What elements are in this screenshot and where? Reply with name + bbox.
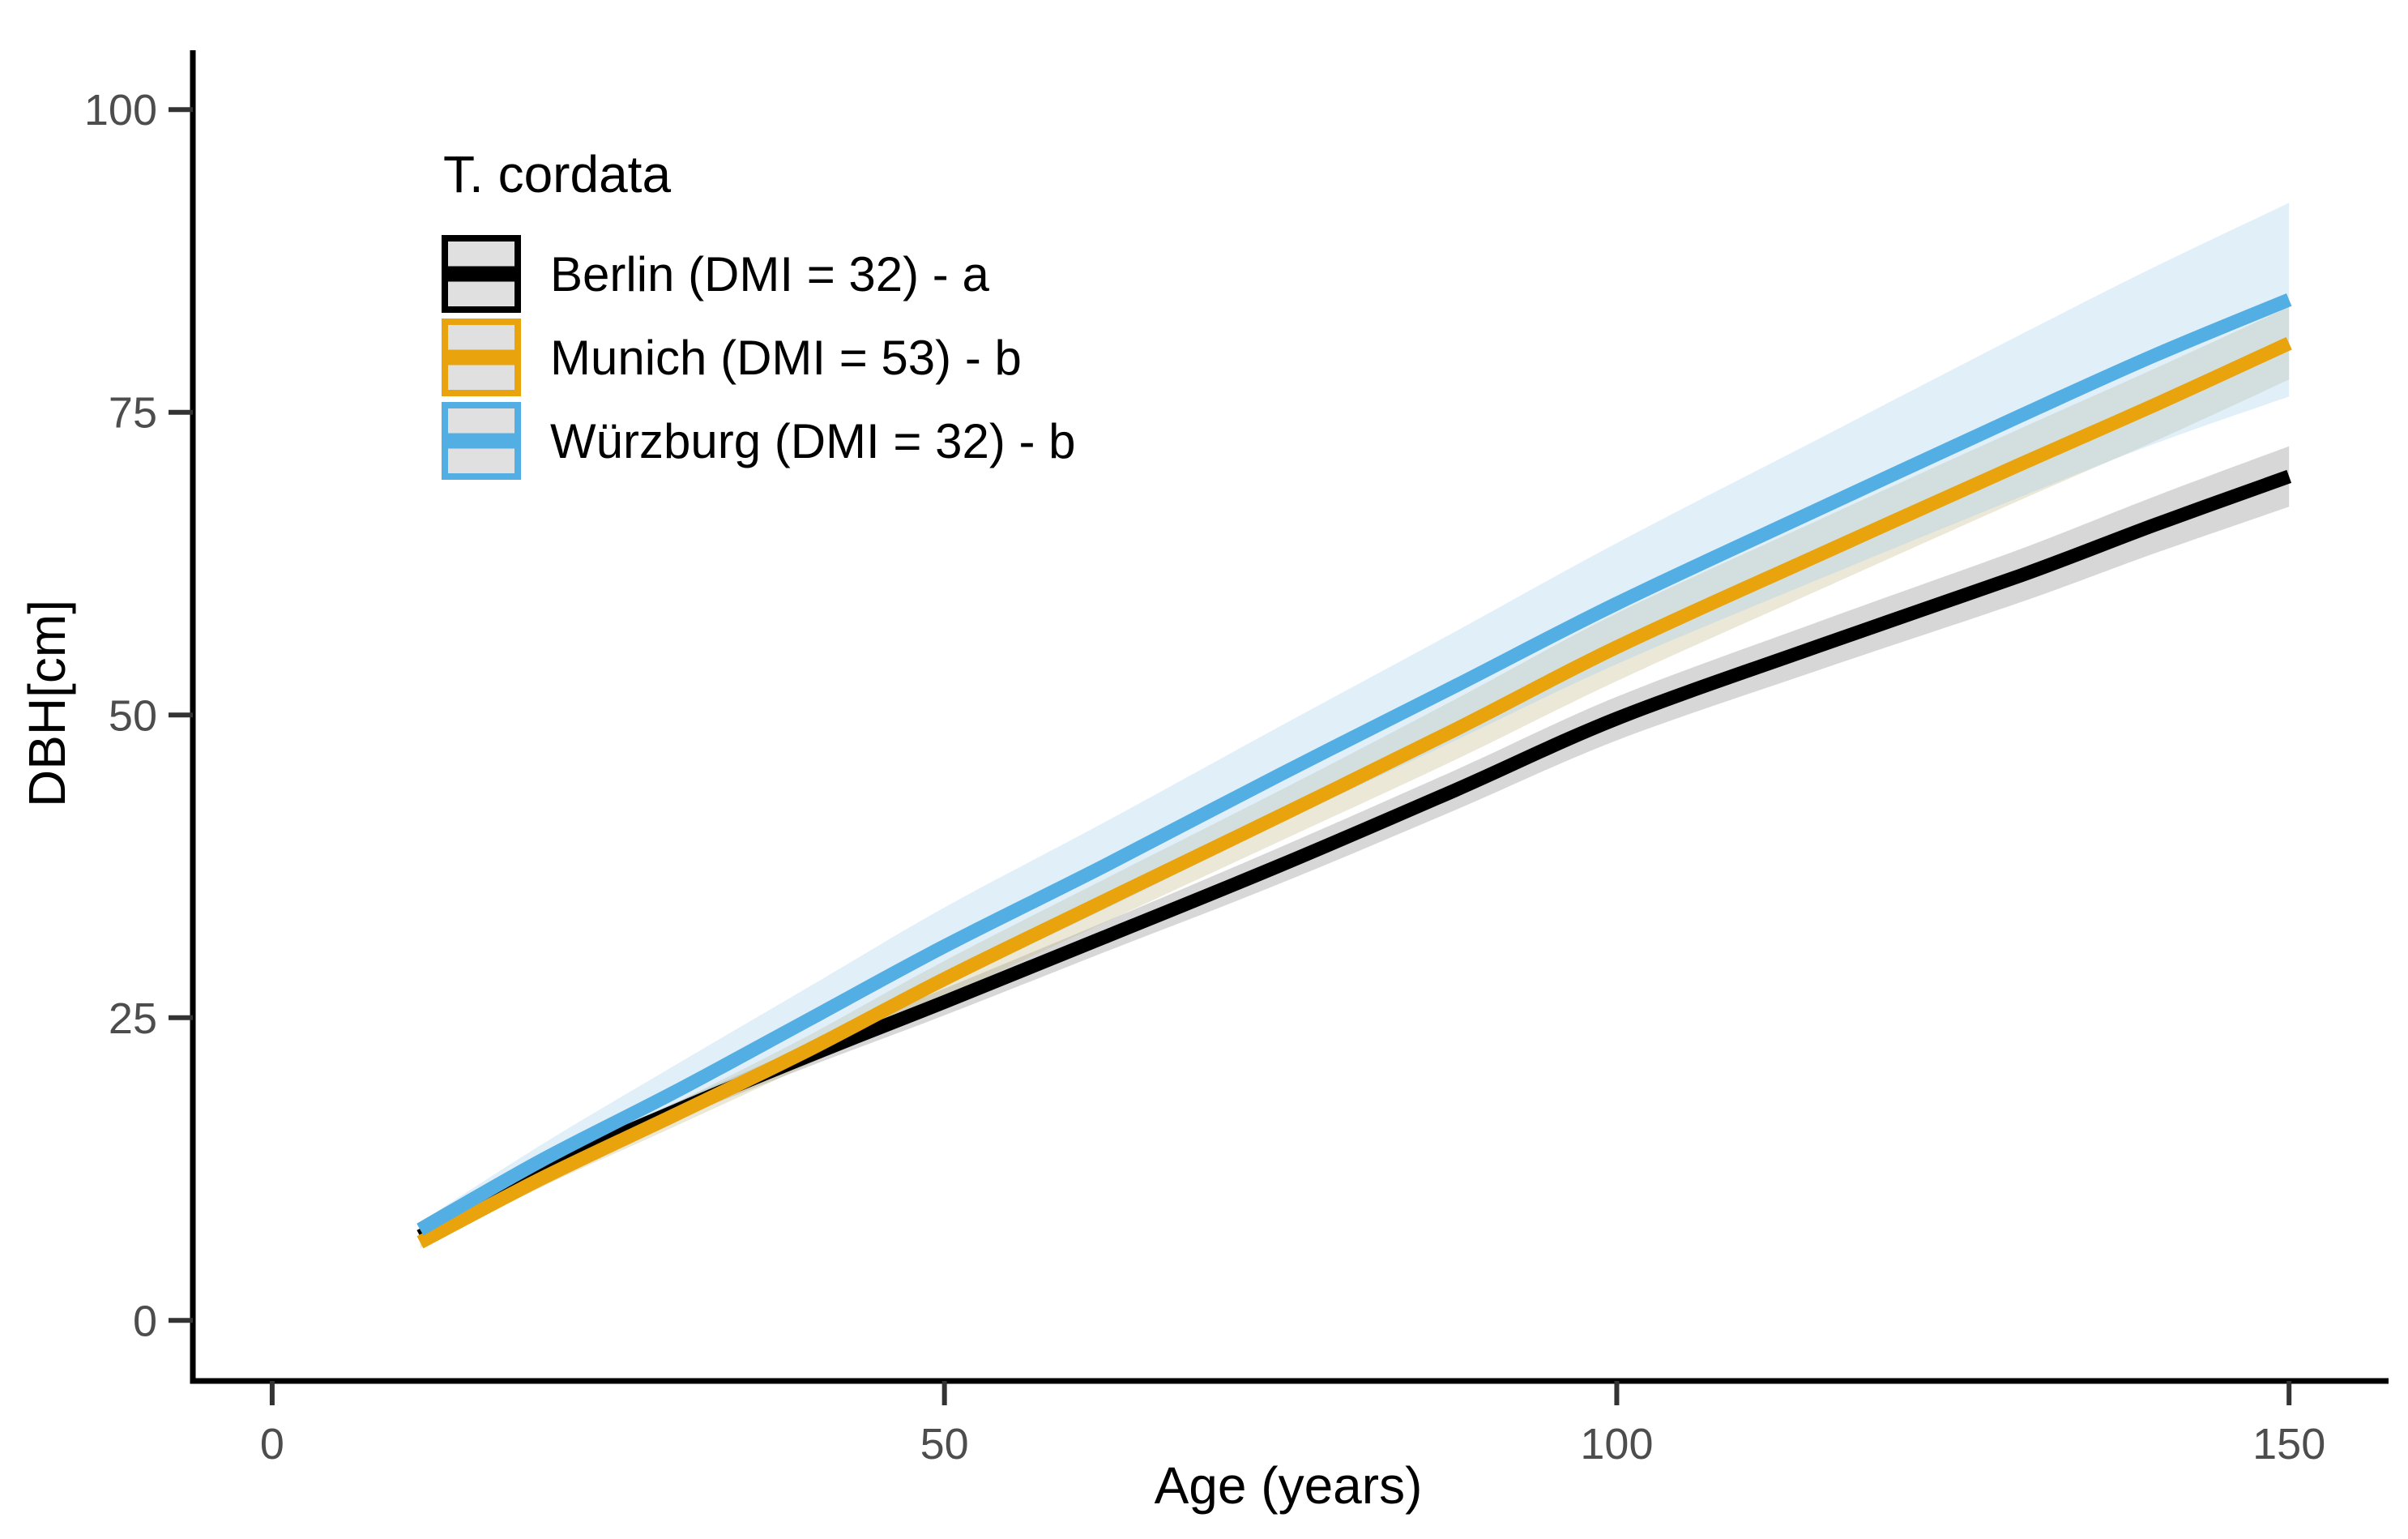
legend-row-berlin: Berlin (DMI = 32) - a: [442, 235, 1076, 313]
legend: T. cordata Berlin (DMI = 32) - a Munich …: [442, 144, 1076, 485]
y-tick-label: 75: [109, 389, 157, 438]
y-tick-label: 50: [109, 691, 157, 740]
y-tick-label: 25: [109, 994, 157, 1043]
legend-title: T. cordata: [443, 145, 672, 203]
legend-label-munich: Munich (DMI = 53) - b: [550, 330, 1022, 385]
legend-label-wurzburg: Würzburg (DMI = 32) - b: [550, 413, 1076, 468]
y-axis-ticks: 0 25 50 75 100: [84, 86, 193, 1345]
x-tick-label: 150: [2252, 1420, 2325, 1468]
y-tick-label: 0: [133, 1297, 157, 1345]
x-axis-ticks: 0 50 100 150: [260, 1381, 2325, 1468]
legend-row-wurzburg: Würzburg (DMI = 32) - b: [442, 402, 1076, 480]
line-munich: [416, 336, 2292, 1249]
legend-key-wurzburg-icon: [442, 402, 521, 480]
legend-key-line-icon: [448, 349, 514, 366]
line-würzburg: [416, 293, 2292, 1236]
ribbon-berlin: [420, 446, 2290, 1242]
x-tick-label: 0: [260, 1420, 284, 1468]
legend-key-berlin-icon: [442, 235, 521, 313]
legend-key-line-icon: [448, 266, 514, 282]
growth-curves: [416, 293, 2292, 1249]
y-axis-title: DBH[cm]: [17, 600, 76, 807]
x-tick-label: 50: [920, 1420, 969, 1468]
x-axis-title: Age (years): [1154, 1456, 1423, 1515]
legend-key-munich-icon: [442, 318, 521, 396]
y-tick-label: 100: [84, 86, 157, 135]
legend-label-berlin: Berlin (DMI = 32) - a: [550, 246, 989, 301]
legend-key-line-icon: [448, 433, 514, 449]
legend-row-munich: Munich (DMI = 53) - b: [442, 318, 1076, 396]
x-tick-label: 100: [1580, 1420, 1653, 1468]
